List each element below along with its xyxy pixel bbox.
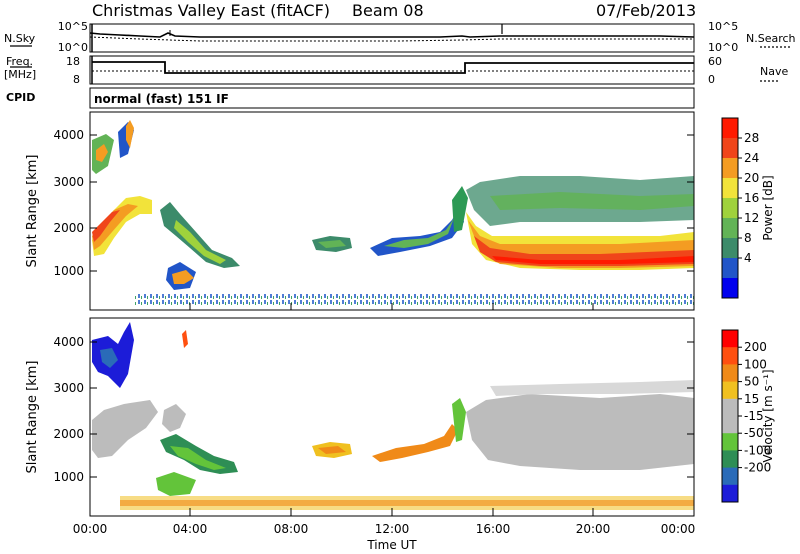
- freq-panel: 18 8 60 0 Freq. [MHz] Nave: [4, 55, 788, 86]
- freq-tick-low: 8: [73, 73, 80, 86]
- cpid-box: [89, 87, 695, 109]
- velocity-patch-orange-1200: [372, 424, 458, 462]
- velocity-colorbar-tick-label: 200: [744, 340, 767, 354]
- noise-panel: 10^5 10^0 10^5 10^0 N.Sky N.Search: [4, 20, 796, 54]
- power-colorbar-tick-label: 16: [744, 191, 759, 205]
- velocity-colorbar-tick-label: -100: [744, 443, 771, 457]
- velocity-ytick-3000: 3000: [53, 381, 84, 395]
- velocity-colorbar-swatch: [722, 398, 738, 417]
- velocity-colorbar-tick-label: -50: [744, 426, 764, 440]
- power-colorbar-swatch: [722, 158, 738, 179]
- velocity-colorbar: 200 100 50 15 -15 -50 -100 -200 Velocity [m s⁻¹…: [721, 329, 775, 503]
- x-axis-label: Time UT: [366, 538, 417, 552]
- velocity-patch-green: [160, 434, 238, 474]
- power-ytick-1000: 1000: [53, 264, 84, 278]
- power-colorbar-swatch: [722, 238, 738, 259]
- velocity-patch-grey-late: [466, 394, 694, 470]
- velocity-colorbar-swatch: [722, 433, 738, 451]
- velocity-patch-grey-early: [92, 400, 158, 458]
- date-label: 07/Feb/2013: [596, 1, 696, 20]
- xtick-2000: 20:00: [576, 522, 611, 536]
- power-colorbar-tick-label: 24: [744, 151, 759, 165]
- cpid-label: CPID: [6, 91, 35, 104]
- freq-unit-label: [MHz]: [4, 68, 36, 81]
- velocity-ylabel: Slant Range [km]: [25, 361, 40, 474]
- velocity-colorbar-swatch: [722, 467, 738, 486]
- nsky-label: N.Sky: [4, 32, 36, 45]
- xtick-0000: 00:00: [73, 522, 108, 536]
- power-panel: 4000 3000 2000 1000 Slant Range [km]: [25, 111, 695, 311]
- noise-tick-high: 10^5: [58, 20, 88, 33]
- velocity-colorbar-swatch: [722, 347, 738, 365]
- power-colorbar-swatch: [722, 218, 738, 239]
- power-colorbar-tick-label: 20: [744, 171, 759, 185]
- velocity-ytick-2000: 2000: [53, 427, 84, 441]
- velocity-colorbar-tick-label: -15: [744, 409, 764, 423]
- velocity-colorbar-tick-label: 50: [744, 375, 759, 389]
- power-xticks: [89, 303, 594, 310]
- noise-sky-line: [89, 32, 695, 38]
- cpid-text: normal (fast) 151 IF: [94, 92, 229, 106]
- power-yticks: [90, 134, 694, 272]
- velocity-colorbar-tick-label: 15: [744, 392, 759, 406]
- velocity-xticks: [89, 508, 695, 516]
- xtick-0800: 08:00: [274, 522, 309, 536]
- noise-search-line: [89, 36, 694, 42]
- power-colorbar-swatch: [722, 258, 738, 279]
- noise-tick-low-right: 10^0: [708, 41, 738, 54]
- freq-tick-high: 18: [66, 55, 80, 68]
- nave-tick-high: 60: [708, 55, 722, 68]
- velocity-colorbar-tick-label: 100: [744, 357, 767, 371]
- freq-label: Freq.: [6, 55, 33, 68]
- power-ytick-2000: 2000: [53, 221, 84, 235]
- power-ylabel: Slant Range [km]: [25, 155, 40, 268]
- velocity-yticks: [90, 341, 694, 478]
- power-colorbar: 28 24 20 16 12 8 4 Power [dB]: [721, 117, 775, 299]
- velocity-ytick-1000: 1000: [53, 470, 84, 484]
- velocity-colorbar-swatch: [722, 484, 738, 503]
- velocity-colorbar-swatch: [722, 364, 738, 383]
- power-patch-early: [92, 196, 152, 256]
- nave-tick-low: 0: [708, 73, 715, 86]
- power-colorbar-tick-label: 4: [744, 251, 752, 265]
- velocity-colorbar-label: Velocity [m s⁻¹]: [761, 369, 775, 462]
- velocity-panel: 4000 3000 2000 1000 Slant Range [km] 00:…: [25, 317, 696, 552]
- xtick-1600: 16:00: [476, 522, 511, 536]
- power-ytick-4000: 4000: [53, 128, 84, 142]
- velocity-colorbar-swatch: [722, 381, 738, 400]
- power-colorbar-label: Power [dB]: [761, 175, 775, 240]
- freq-line: [92, 61, 694, 74]
- velocity-ytick-4000: 4000: [53, 335, 84, 349]
- velocity-colorbar-swatch: [722, 330, 738, 348]
- noise-tick-high-right: 10^5: [708, 20, 738, 33]
- beam-label: Beam 08: [352, 1, 424, 20]
- power-colorbar-tick-label: 8: [744, 231, 752, 245]
- power-colorbar-tick-label: 12: [744, 211, 759, 225]
- power-colorbar-swatch: [722, 138, 738, 159]
- power-colorbar-swatch: [722, 198, 738, 219]
- velocity-colorbar-swatch: [722, 416, 738, 434]
- power-colorbar-swatch: [722, 278, 738, 299]
- velocity-colorbar-swatch: [722, 450, 738, 469]
- xtick-0400: 04:00: [173, 522, 208, 536]
- power-colorbar-swatch: [722, 178, 738, 199]
- nsearch-label: N.Search: [746, 32, 796, 45]
- power-colorbar-swatch: [722, 118, 738, 139]
- power-colorbar-tick-label: 28: [744, 131, 759, 145]
- xtick-1200: 12:00: [375, 522, 410, 536]
- power-ytick-3000: 3000: [53, 175, 84, 189]
- noise-tick-low: 10^0: [58, 41, 88, 54]
- chart-title: Christmas Valley East (fitACF): [92, 1, 330, 20]
- nave-label: Nave: [760, 65, 788, 78]
- power-patch-0400: [160, 202, 240, 268]
- xtick-2400: 00:00: [661, 522, 696, 536]
- velocity-colorbar-tick-label: -200: [744, 461, 771, 475]
